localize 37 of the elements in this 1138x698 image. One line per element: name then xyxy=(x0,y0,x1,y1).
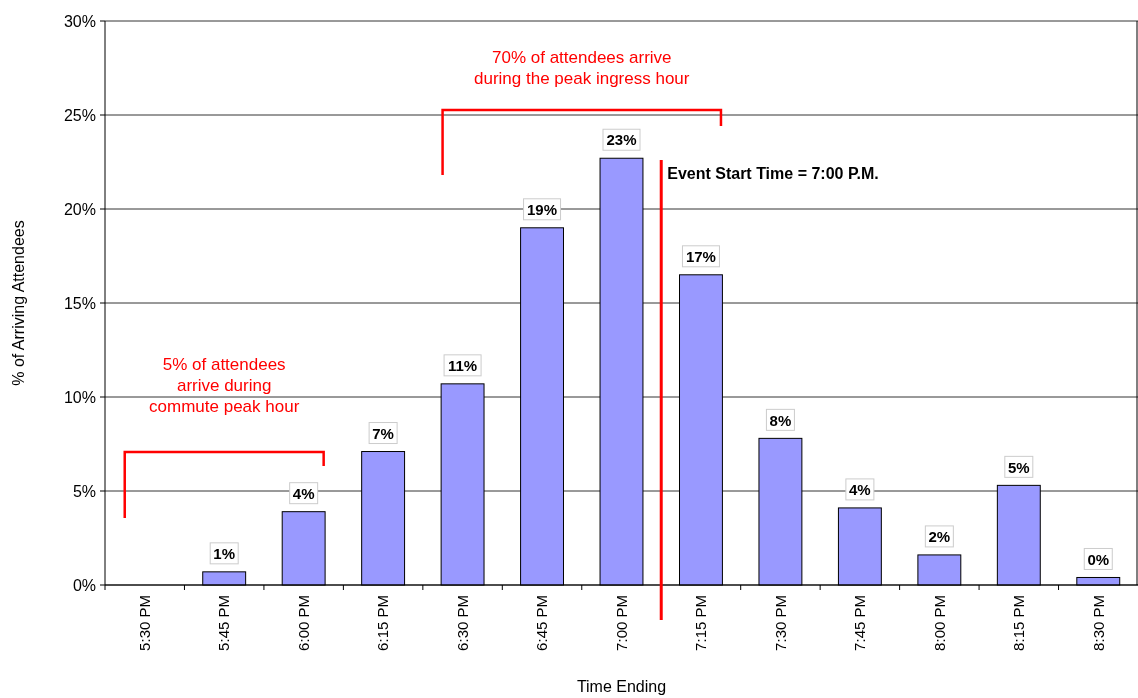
data-label: 4% xyxy=(292,484,315,502)
data-label: 19% xyxy=(527,201,558,219)
y-tick-label: 25% xyxy=(63,106,96,124)
y-tick-label: 0% xyxy=(72,576,96,594)
ref-line-label: Event Start Time = 7:00 P.M. xyxy=(667,164,879,182)
x-tick-label: 5:45 PM xyxy=(215,595,233,651)
x-tick-label: 7:15 PM xyxy=(692,595,710,651)
x-tick-label: 8:15 PM xyxy=(1010,595,1028,651)
x-tick-label: 6:15 PM xyxy=(374,595,392,651)
y-tick-label: 20% xyxy=(63,200,96,218)
data-label: 8% xyxy=(769,411,792,429)
x-tick-label: 6:45 PM xyxy=(533,595,551,651)
data-label: 23% xyxy=(606,131,637,149)
data-label: 2% xyxy=(928,528,951,546)
x-tick-label: 6:30 PM xyxy=(453,595,471,651)
x-axis-title: Time Ending xyxy=(576,678,667,695)
x-tick-label: 7:30 PM xyxy=(771,595,789,651)
x-tick-label: 5:30 PM xyxy=(135,595,153,651)
x-tick-label: 7:45 PM xyxy=(851,595,869,651)
data-label: 4% xyxy=(849,481,871,499)
y-axis-title: % of Arriving Attendees xyxy=(10,220,27,386)
data-label: 17% xyxy=(685,248,716,266)
data-label: 11% xyxy=(447,357,478,375)
y-tick-label: 15% xyxy=(63,294,96,312)
annotation: 5% of attendees arrive during commute peak hour xyxy=(149,355,300,416)
x-tick-label: 7:00 PM xyxy=(612,595,630,651)
x-tick-label: 6:00 PM xyxy=(294,595,312,651)
x-tick-label: 8:00 PM xyxy=(930,595,948,651)
annotation: 70% of attendees arrive during the peak ingress hour xyxy=(474,48,690,88)
y-tick-label: 10% xyxy=(63,388,96,406)
data-label: 1% xyxy=(213,545,236,563)
data-label: 5% xyxy=(1007,458,1030,476)
data-label: 7% xyxy=(372,424,394,442)
data-label: 0% xyxy=(1087,550,1110,568)
x-tick-label: 8:30 PM xyxy=(1089,595,1107,651)
y-tick-label: 5% xyxy=(72,482,96,500)
y-tick-label: 30% xyxy=(63,12,96,30)
